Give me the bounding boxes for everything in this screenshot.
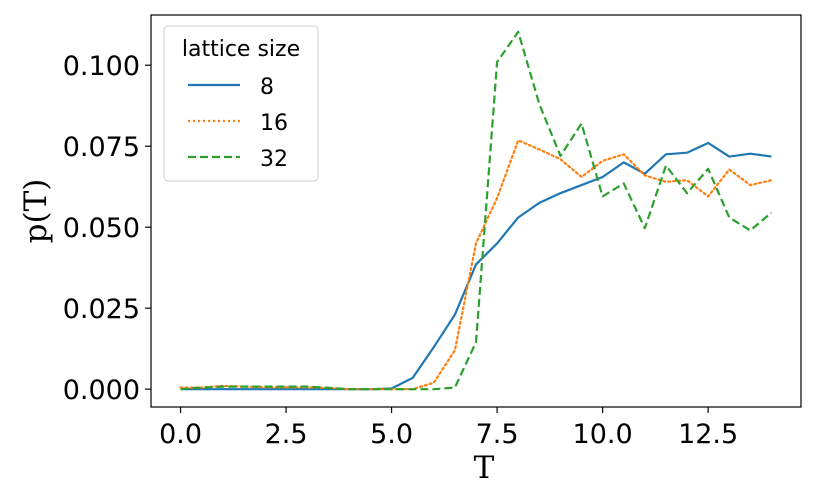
plot-frame [150,14,802,408]
series-layer [179,30,773,391]
y-tick-label: 0.100 [63,51,140,82]
legend-label-32: 32 [260,147,288,172]
legend-entries: 8 16 32 [188,75,288,172]
legend-box [163,25,319,182]
legend-label-16: 16 [260,111,288,136]
series-line-32 [180,30,773,391]
y-tick-label: 0.000 [63,375,140,406]
x-axis-label: T [474,450,495,486]
y-axis-label: p(T) [18,179,54,244]
y-tick-label: 0.025 [63,294,140,325]
x-tick-label: 12.5 [678,419,738,450]
legend: lattice size 8 16 32 [163,25,319,182]
y-axis-ticks: 0.000 0.025 0.050 0.075 0.100 [63,51,151,406]
x-tick-label: 7.5 [476,419,519,450]
x-axis-ticks: 0.0 2.5 5.0 7.5 10.0 12.5 [159,407,738,450]
series-line-16 [179,139,773,391]
legend-title: lattice size [182,37,300,62]
series-line-8 [180,141,772,391]
legend-label-8: 8 [260,75,274,100]
x-tick-label: 5.0 [370,419,413,450]
y-tick-label: 0.050 [63,213,140,244]
y-tick-label: 0.075 [63,132,140,163]
x-tick-label: 0.0 [159,419,202,450]
x-tick-label: 2.5 [265,419,308,450]
x-tick-label: 10.0 [573,419,633,450]
